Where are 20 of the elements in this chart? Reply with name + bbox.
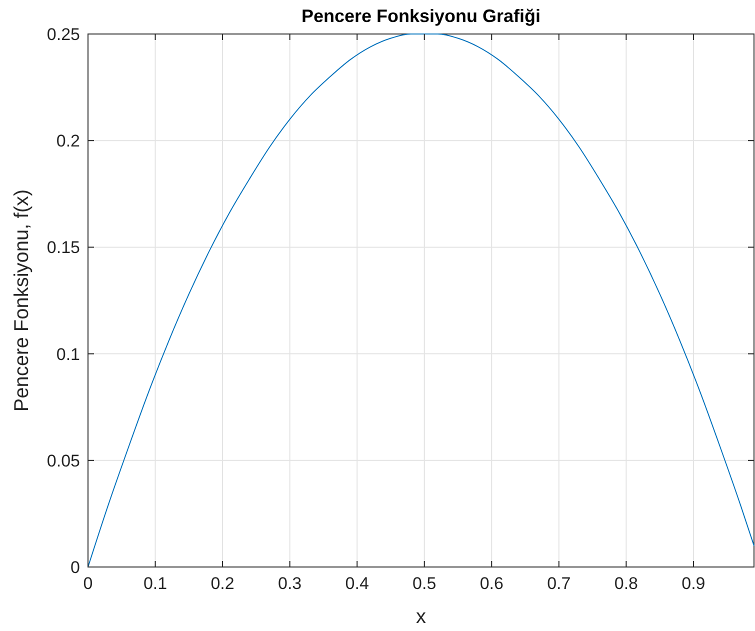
x-tick-label: 0 bbox=[83, 574, 93, 593]
x-axis-title: x bbox=[416, 606, 426, 628]
x-tick-label: 0.1 bbox=[143, 574, 168, 593]
x-tick-label: 0.3 bbox=[278, 574, 302, 593]
x-tick-label: 0.4 bbox=[345, 574, 369, 593]
y-tick-label: 0 bbox=[70, 558, 80, 577]
x-tick-label: 0.6 bbox=[480, 574, 504, 593]
x-tick-label: 0.8 bbox=[614, 574, 638, 593]
x-tick-label: 0.5 bbox=[412, 574, 436, 593]
y-tick-label: 0.25 bbox=[46, 25, 80, 44]
y-tick-label: 0.2 bbox=[56, 132, 80, 151]
line-series bbox=[88, 34, 754, 568]
y-tick-label: 0.15 bbox=[46, 238, 80, 258]
y-axis-title: Pencere Fonksiyonu, f(x) bbox=[11, 189, 33, 412]
x-tick-label: 0.9 bbox=[682, 574, 706, 593]
y-tick-label: 0.05 bbox=[46, 451, 80, 470]
x-tick-label: 0.2 bbox=[210, 574, 234, 593]
x-tick-label: 0.7 bbox=[547, 574, 571, 593]
y-tick-label: 0.1 bbox=[56, 344, 80, 364]
chart-title: Pencere Fonksiyonu Grafiği bbox=[301, 6, 541, 26]
